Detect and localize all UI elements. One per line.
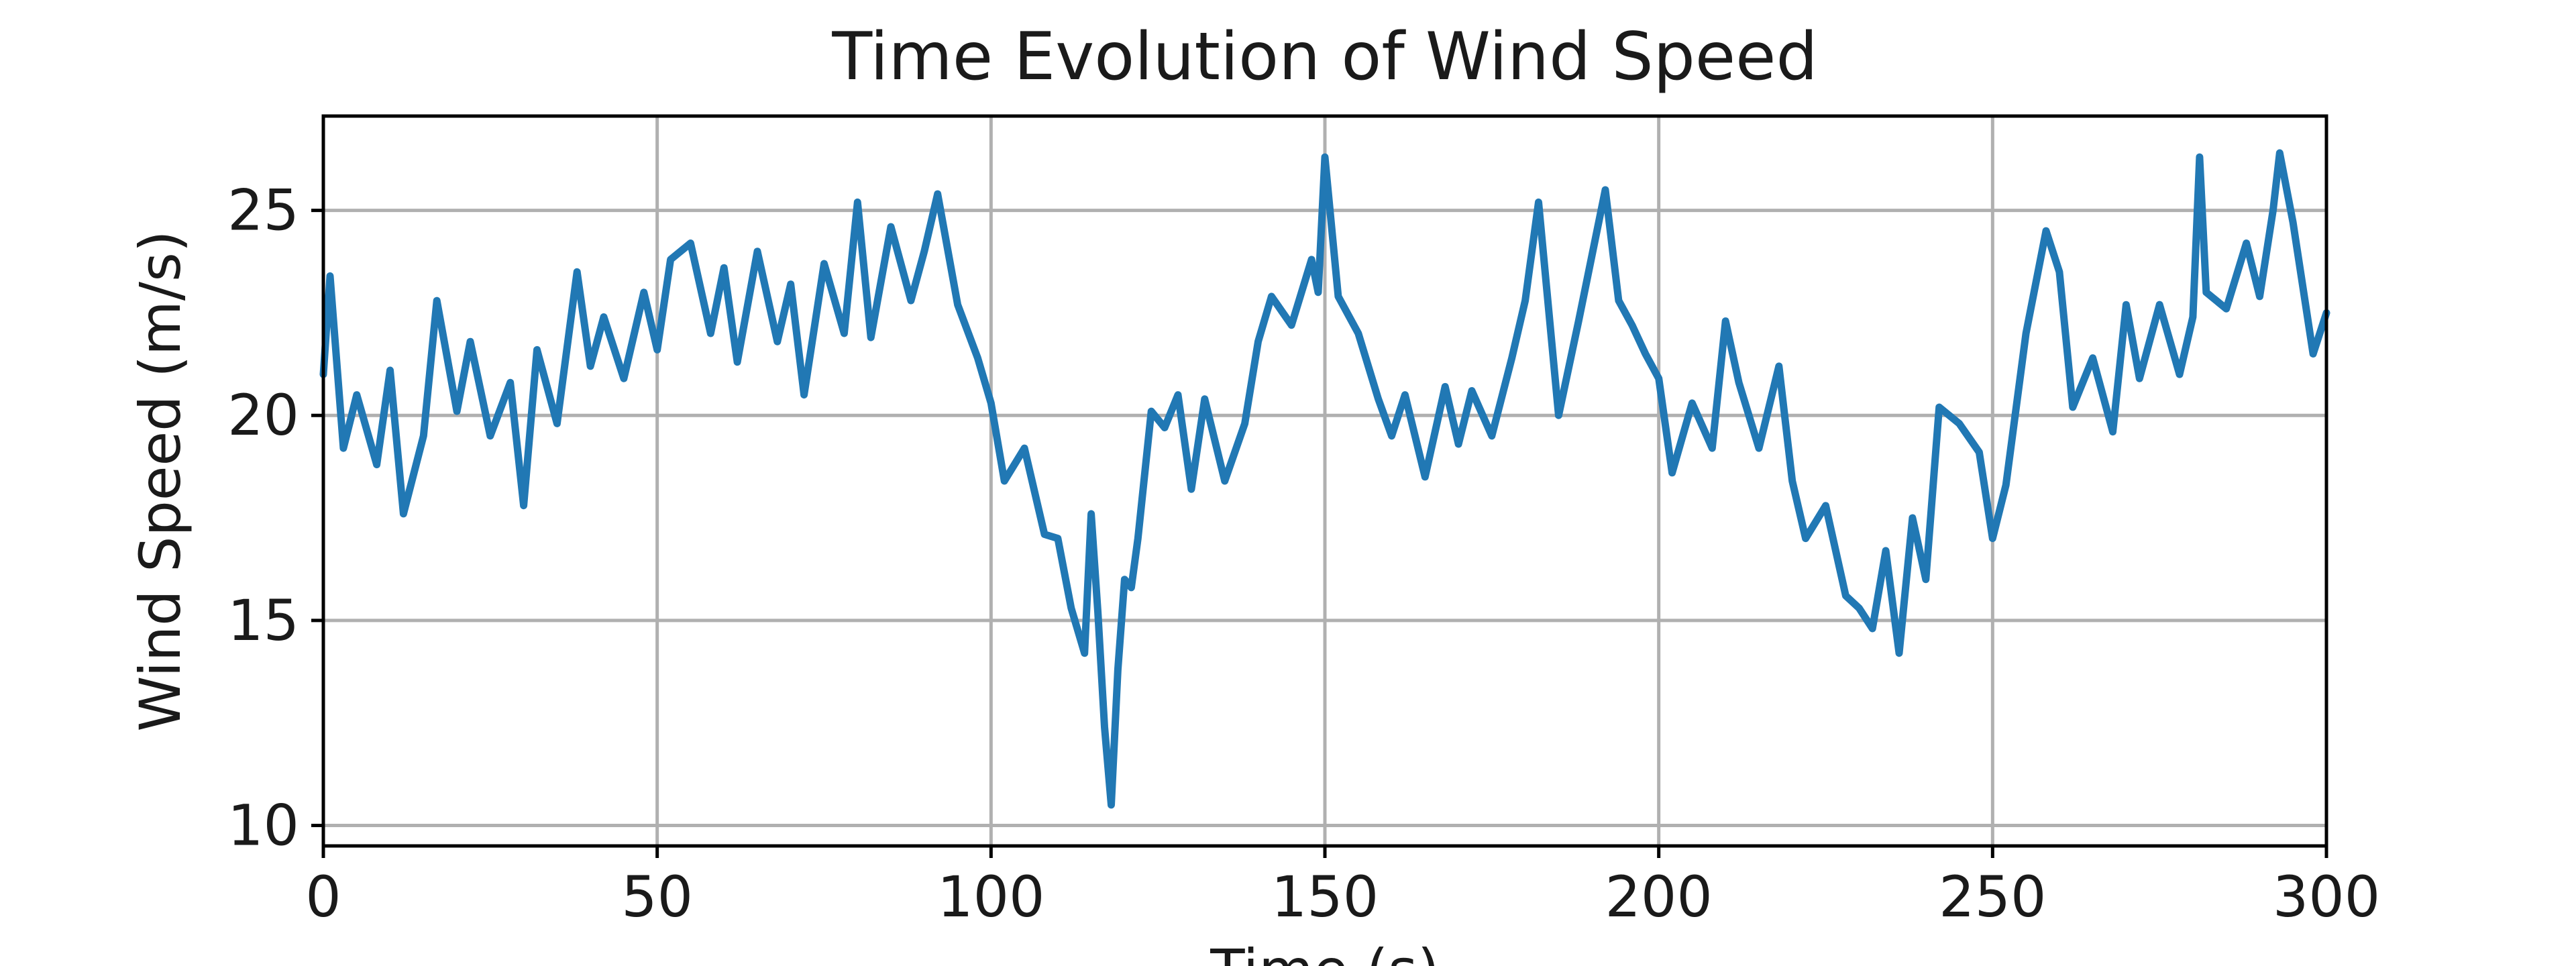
x-tick-label: 250	[1939, 864, 2046, 930]
axis-ticks: 0 50 100 150 200 250 300 10 15 20 25	[227, 178, 2380, 930]
x-tick-label: 300	[2273, 864, 2380, 930]
x-tick-label: 150	[1271, 864, 1379, 930]
x-tick-label: 100	[937, 864, 1044, 930]
y-axis-label: Wind Speed (m/s)	[127, 230, 193, 731]
y-tick-label: 15	[227, 588, 299, 653]
x-tick-label: 200	[1605, 864, 1712, 930]
x-tick-label: 0	[305, 864, 341, 930]
series-layer	[319, 149, 2330, 809]
series-line	[319, 149, 2330, 809]
x-tick-label: 50	[621, 864, 693, 930]
y-tick-label: 25	[227, 178, 299, 244]
y-tick-label: 10	[227, 792, 299, 858]
x-axis-label: Time (s)	[1210, 937, 1440, 966]
y-tick-label: 20	[227, 382, 299, 448]
chart-title: Time Evolution of Wind Speed	[831, 19, 1817, 95]
grid	[321, 116, 2328, 846]
